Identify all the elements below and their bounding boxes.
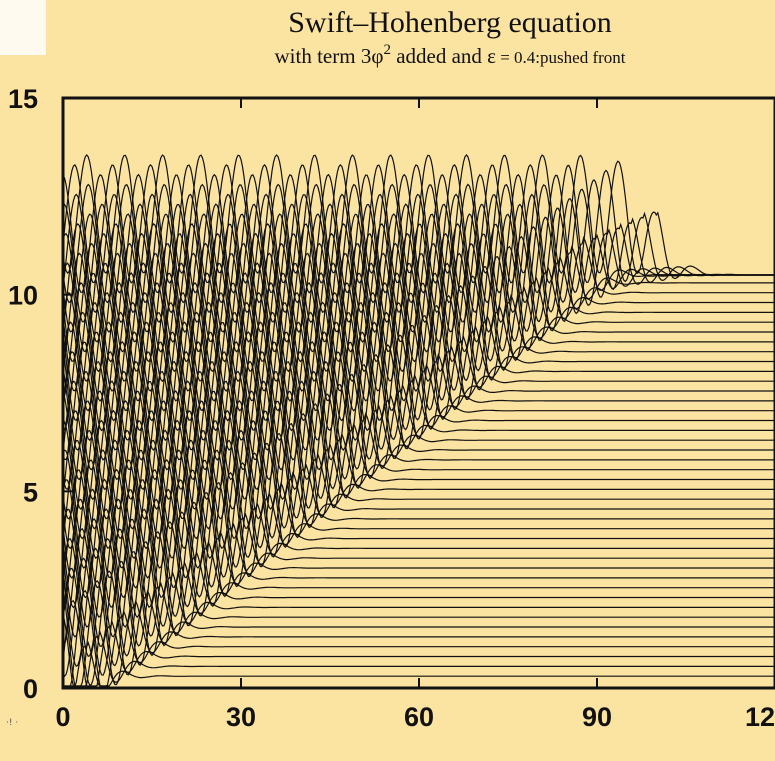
profile-trace (62, 600, 774, 687)
y-tick-label: 0 (23, 674, 38, 704)
traces-group (62, 154, 774, 687)
subtitle-suffix: = 0.4:pushed front (495, 48, 626, 67)
profile-trace (62, 331, 774, 451)
corner-box (0, 0, 46, 55)
profile-trace (62, 173, 774, 294)
profile-trace (62, 478, 774, 599)
profile-trace (62, 154, 774, 280)
chart-subtitle: with term 3φ2 added and ε = 0.4:pushed f… (150, 42, 750, 69)
profile-trace (62, 272, 774, 392)
corner-mark: ·! · (6, 718, 18, 728)
profile-trace (62, 517, 774, 638)
y-tick-label: 10 (8, 281, 38, 311)
profile-trace (62, 419, 774, 540)
profile-trace (62, 547, 774, 668)
subtitle-exponent: 2 (383, 42, 391, 58)
y-tick-label: 15 (8, 84, 38, 114)
profile-trace (62, 458, 774, 579)
profile-trace (63, 589, 774, 687)
subtitle-middle: added and ε (390, 44, 496, 68)
profile-trace (62, 614, 774, 687)
profile-trace (62, 527, 774, 648)
profile-trace (62, 488, 774, 609)
x-tick-label: 0 (55, 702, 70, 732)
profile-trace (62, 301, 774, 422)
subtitle-prefix: with term 3φ (274, 44, 384, 68)
x-tick-label: 90 (582, 702, 612, 732)
profile-trace (62, 163, 774, 284)
profile-trace (62, 242, 774, 363)
x-tick-label: 30 (226, 702, 256, 732)
profile-trace (62, 360, 774, 481)
chart-title: Swift–Hohenberg equation (288, 6, 612, 39)
profile-trace (62, 429, 774, 550)
profile-trace (62, 508, 774, 628)
profile-trace (63, 640, 774, 687)
profile-trace (62, 340, 774, 461)
x-tick-label: 12 (745, 702, 775, 732)
profile-trace (62, 262, 774, 383)
profile-trace (62, 370, 774, 491)
profile-trace (62, 203, 774, 324)
profile-trace (62, 498, 774, 619)
profile-trace (62, 183, 774, 304)
profile-trace (62, 557, 774, 678)
profile-trace (62, 193, 774, 314)
profile-trace (62, 311, 774, 432)
profile-trace (62, 439, 774, 560)
y-tick-label: 5 (23, 477, 38, 507)
profile-trace (62, 580, 774, 687)
profile-trace (62, 399, 774, 520)
profile-trace (62, 537, 774, 658)
x-tick-label: 60 (404, 702, 434, 732)
